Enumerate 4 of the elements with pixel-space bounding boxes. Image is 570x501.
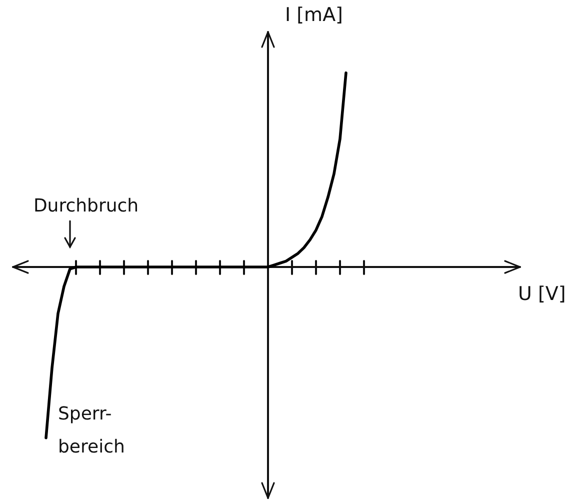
annotation: Sperr- bereich: [58, 404, 125, 458]
y-axis-title: I [mA]: [285, 4, 343, 26]
x-axis-title: U [V]: [518, 282, 566, 305]
annotation: Durchbruch: [33, 196, 139, 217]
